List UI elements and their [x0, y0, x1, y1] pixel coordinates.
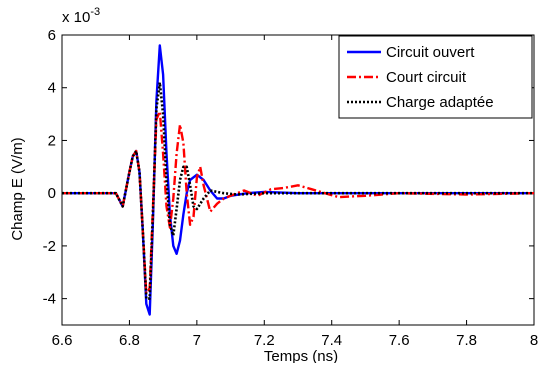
- y-tick-label: 0: [48, 185, 56, 202]
- axes-frame: [61, 34, 535, 326]
- series-lines: [62, 44, 535, 316]
- x-tick-label: 7.2: [254, 332, 275, 349]
- y-exponent-label: x 10-3: [62, 6, 100, 26]
- y-tick-label: 2: [48, 132, 56, 149]
- y-tick-label: -2: [43, 238, 56, 255]
- x-tick-label: 6.6: [52, 332, 73, 349]
- x-tick-label: 7.4: [321, 332, 342, 349]
- x-axis-label: Temps (ns): [264, 348, 338, 363]
- legend: Circuit ouvert Court circuit Charge adapté…: [338, 35, 533, 119]
- x-tick-label: 6.8: [119, 332, 140, 349]
- y-axis-label: Champ E (V/m): [9, 137, 26, 240]
- legend-label-1: Court circuit: [386, 69, 467, 86]
- legend-label-2: Charge adaptée: [386, 94, 494, 111]
- series-line-2: [62, 81, 534, 300]
- y-tick-label: 6: [48, 27, 56, 44]
- x-tick-label: 7.6: [389, 332, 410, 349]
- y-tick-label: 4: [48, 80, 56, 97]
- x-tick-label: 8: [530, 332, 538, 349]
- x-tick-label: 7: [193, 332, 201, 349]
- y-tick-label: -4: [43, 291, 56, 308]
- tick-labels: 6.6 6.8 7 7.2 7.4 7.6 7.8 8 -4 -2 0 2 4 6: [43, 27, 539, 349]
- x-tick-label: 7.8: [456, 332, 477, 349]
- legend-label-0: Circuit ouvert: [386, 44, 475, 61]
